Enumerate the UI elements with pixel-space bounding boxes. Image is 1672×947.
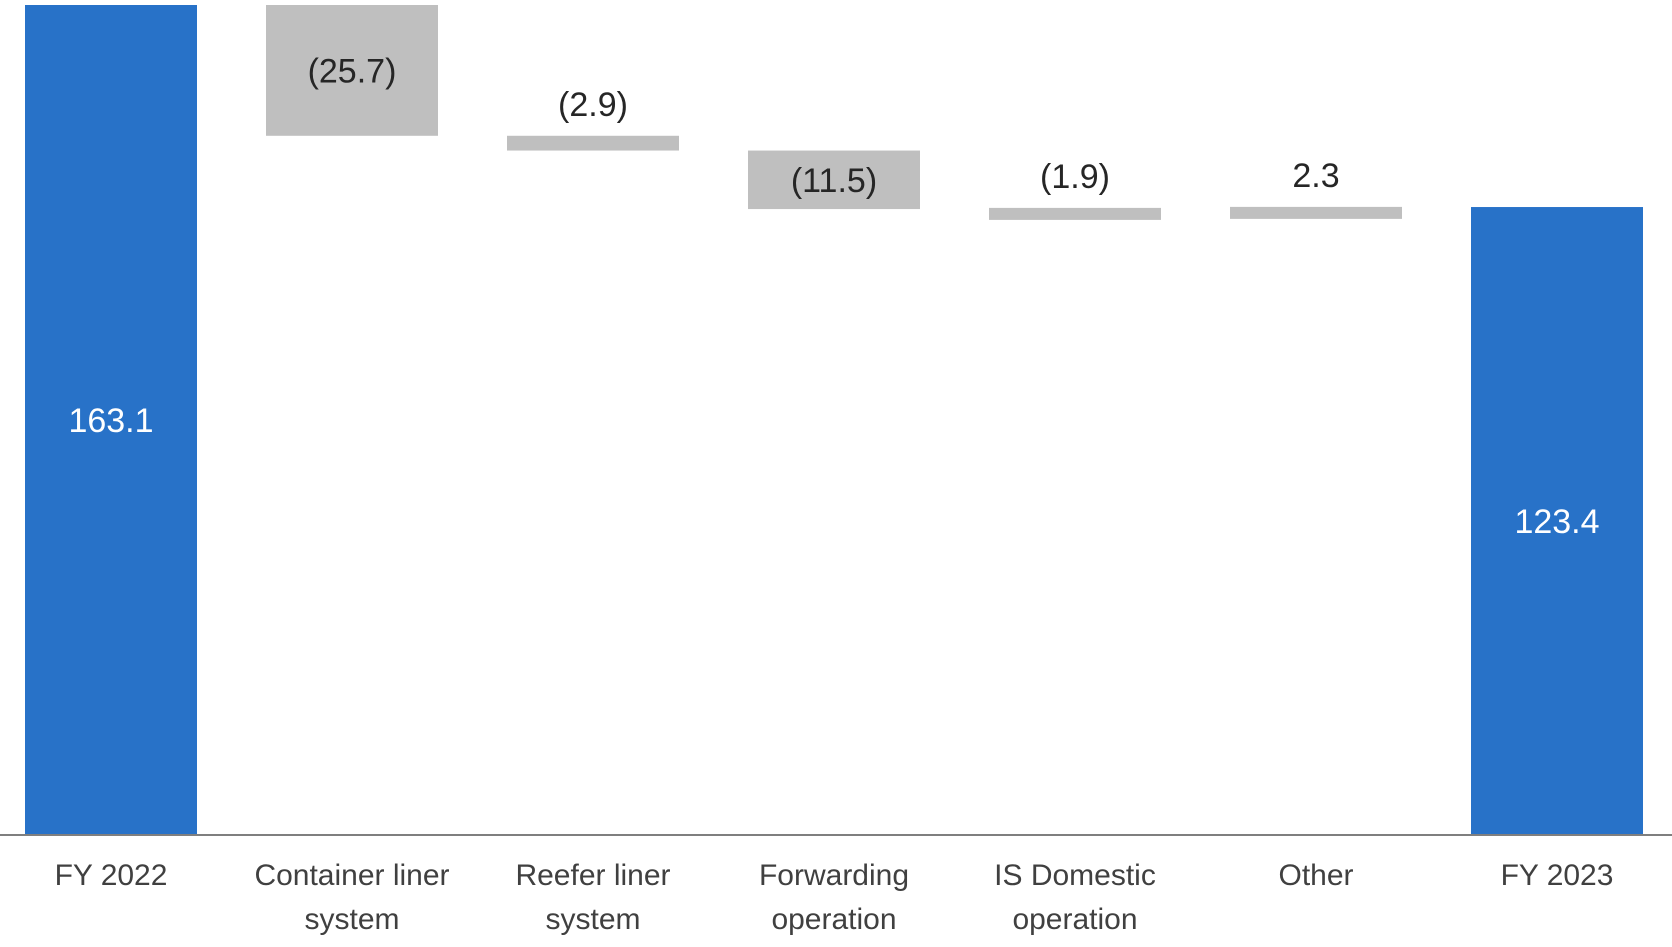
category-label-6: FY 2023: [1501, 859, 1614, 892]
bar-total-0: [25, 5, 197, 835]
value-labels-layer: 163.1 (25.7) (2.9) (11.5) (1.9) 2.3 123.4: [68, 52, 1599, 541]
bar-delta-1: [266, 5, 438, 136]
bar-delta-4: [989, 207, 1161, 220]
value-label-3: (11.5): [791, 162, 877, 200]
category-label-3: Forwarding operation: [759, 859, 909, 936]
value-label-0: 163.1: [68, 402, 153, 440]
category-label-0: FY 2022: [55, 859, 168, 892]
value-label-5: 2.3: [1292, 157, 1339, 195]
bar-delta-5: [1230, 206, 1402, 219]
category-label-5: Other: [1278, 859, 1353, 892]
category-label-2: Reefer liner system: [515, 859, 670, 936]
value-label-6: 123.4: [1514, 503, 1599, 541]
category-label-4: IS Domestic operation: [994, 859, 1156, 936]
bar-total-6: [1471, 207, 1643, 836]
category-labels-layer: FY 2022 Container liner system Reefer liner…: [55, 859, 1614, 936]
bars-layer: [25, 5, 1643, 836]
value-label-1: (25.7): [308, 52, 397, 90]
value-label-4: (1.9): [1040, 158, 1110, 196]
category-label-1: Container liner system: [254, 859, 449, 936]
bar-delta-3: [748, 150, 920, 210]
value-label-2: (2.9): [558, 86, 628, 124]
bar-delta-2: [507, 135, 679, 151]
